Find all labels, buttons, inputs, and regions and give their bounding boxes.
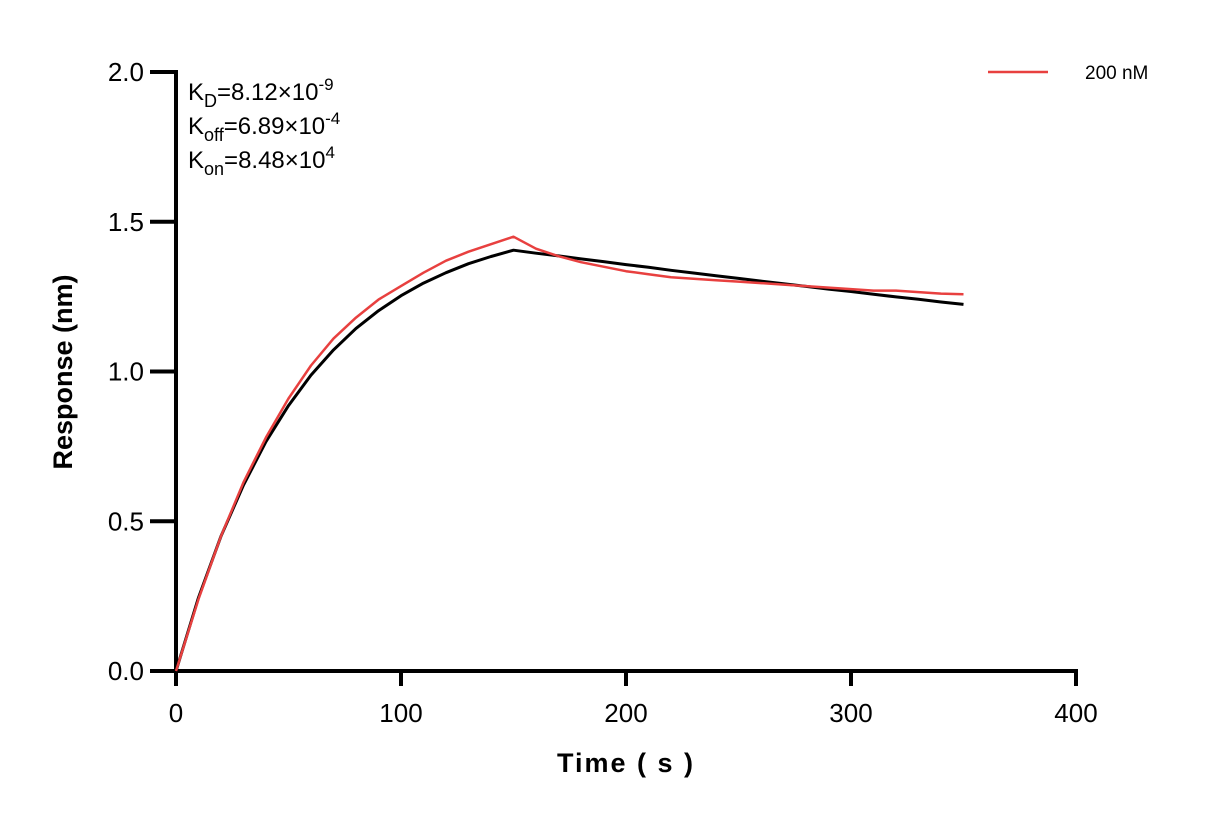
x-tick-label: 400 <box>1054 698 1097 728</box>
x-tick-label: 100 <box>379 698 422 728</box>
series-line-200nm <box>174 235 964 672</box>
y-tick-label: 2.0 <box>108 57 144 87</box>
fit-line <box>174 248 964 672</box>
x-axis-label: Time ( s ) <box>557 748 695 778</box>
x-tick-label: 0 <box>169 698 183 728</box>
annotation-on: Kon=8.48×104 <box>188 143 335 179</box>
y-tick-label: 1.0 <box>108 357 144 387</box>
y-axis-label: Response (nm) <box>48 274 78 469</box>
series-group <box>174 235 964 672</box>
annotation-off: Koff=6.89×10-4 <box>188 109 340 145</box>
y-tick-label: 0.5 <box>108 506 144 536</box>
axes: 0 100 200 300 400 0.0 0.5 1.0 1.5 2.0 <box>108 57 1098 728</box>
legend-label: 200 nM <box>1085 63 1148 84</box>
y-tick-label: 1.5 <box>108 207 144 237</box>
y-tick-label: 0.0 <box>108 656 144 686</box>
annotation-D: KD=8.12×10-9 <box>188 75 334 111</box>
x-tick-label: 300 <box>829 698 872 728</box>
legend: 200 nM <box>988 63 1148 84</box>
x-tick-label: 200 <box>604 698 647 728</box>
